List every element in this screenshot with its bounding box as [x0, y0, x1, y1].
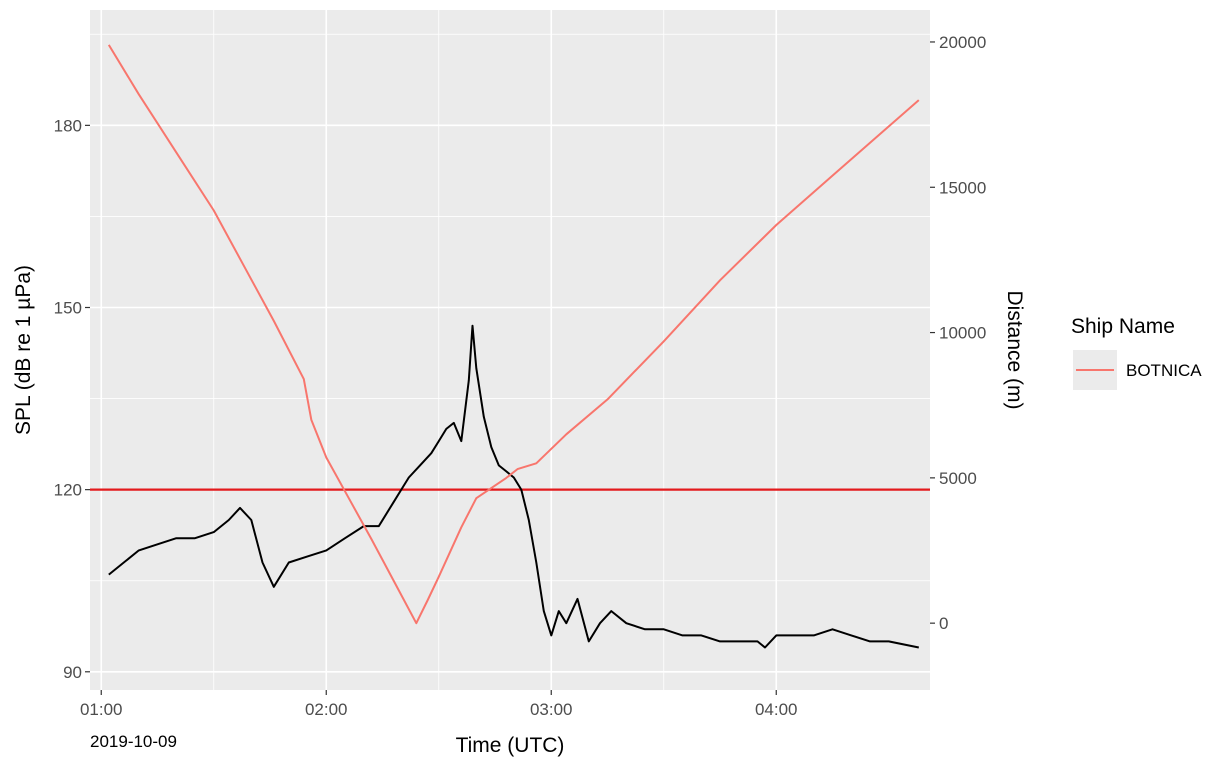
- x-tick-label: 04:00: [755, 700, 798, 719]
- plot-background: [90, 10, 930, 690]
- left-tick-label: 180: [54, 116, 82, 135]
- x-tick-label: 02:00: [305, 700, 348, 719]
- legend-label-botnica: BOTNICA: [1126, 361, 1202, 380]
- series-spl-line: [108, 324, 919, 649]
- date-label: 2019-10-09: [90, 732, 177, 751]
- legend: Ship Name BOTNICA: [1071, 315, 1202, 390]
- x-tick-label: 03:00: [530, 700, 573, 719]
- series-botnica-line: [107, 44, 920, 625]
- left-tick-label: 90: [63, 663, 82, 682]
- right-tick-label: 10000: [939, 324, 986, 343]
- right-tick-label: 20000: [939, 33, 986, 52]
- right-tick-label: 15000: [939, 178, 986, 197]
- right-axis: 0 5000 10000 15000 20000: [930, 33, 986, 633]
- right-tick-label: 0: [939, 614, 948, 633]
- grid-minor: [90, 10, 930, 690]
- series-layer: [107, 44, 920, 649]
- left-axis: 90 120 150 180: [54, 116, 90, 682]
- right-axis-title: Distance (m): [1003, 290, 1026, 409]
- left-tick-label: 120: [54, 481, 82, 500]
- left-tick-label: 150: [54, 299, 82, 318]
- x-axis-title: Time (UTC): [456, 734, 565, 757]
- right-tick-label: 5000: [939, 469, 977, 488]
- left-axis-title: SPL (dB re 1 µPa): [12, 265, 35, 435]
- x-tick-label: 01:00: [80, 700, 123, 719]
- legend-title: Ship Name: [1071, 315, 1175, 338]
- x-axis: 01:00 02:00 03:00 04:00: [80, 690, 798, 719]
